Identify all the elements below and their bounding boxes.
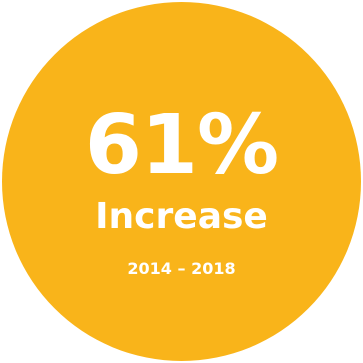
stat-period: 2014 – 2018	[127, 259, 236, 278]
stat-circle	[2, 2, 361, 361]
stat-value: 61%	[84, 98, 279, 193]
stat-label: Increase	[95, 196, 268, 237]
